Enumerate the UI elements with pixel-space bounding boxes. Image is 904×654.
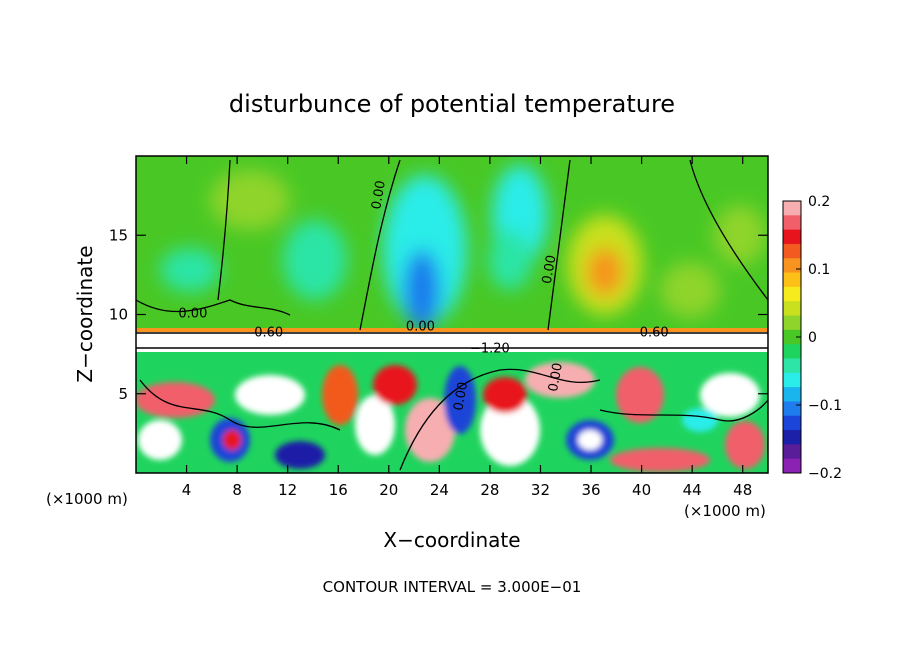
contour-label: 0.00 xyxy=(546,362,566,393)
chart-title: disturbunce of potential temperature xyxy=(229,90,675,118)
contour-line xyxy=(139,379,341,431)
colorbar-segment xyxy=(783,272,801,288)
colorbar-tick-label: −0.1 xyxy=(808,398,842,414)
contour-label: 0.60 xyxy=(254,326,283,341)
field-blob xyxy=(283,220,347,300)
contour-lines xyxy=(136,159,768,471)
colorbar: 0.2 0.1 0 −0.1 −0.2 xyxy=(782,194,842,482)
contour-label: 0.00 xyxy=(540,254,560,285)
contour-labels: 0.00 0.00 0.00 0.60 0.60 −1.20 0.00 0.00 0.00 xyxy=(178,179,668,411)
x-tick-label: 12 xyxy=(278,481,297,499)
field-blob xyxy=(660,262,720,318)
y-axis-label: Z−coordinate xyxy=(73,245,97,382)
colorbar-segment xyxy=(783,258,801,274)
colorbar-segment xyxy=(783,229,801,245)
x-tick-label: 32 xyxy=(531,481,550,499)
y-axis: 5 10 15 xyxy=(109,226,768,403)
x-unit-left: (×1000 m) xyxy=(46,490,128,508)
colorbar-segment xyxy=(783,372,801,388)
colorbar-segment xyxy=(783,387,801,402)
field-blob xyxy=(138,420,182,460)
x-tick-label: 40 xyxy=(632,481,651,499)
colorbar-tick-label: 0.1 xyxy=(808,262,830,278)
contour-line xyxy=(136,299,291,316)
x-tick-label: 16 xyxy=(329,481,348,499)
colorbar-segment xyxy=(783,329,801,345)
contour-label: 0.00 xyxy=(451,381,471,412)
field-blob xyxy=(488,230,532,290)
plot-area xyxy=(136,156,768,473)
field-blob xyxy=(700,373,760,417)
contour-label: 0.00 xyxy=(406,319,435,334)
colorbar-segment xyxy=(783,315,801,331)
field-blob xyxy=(210,170,290,230)
field-blob xyxy=(714,205,766,265)
y-tick-label: 5 xyxy=(118,385,128,403)
field-blob xyxy=(587,248,623,296)
field-blob xyxy=(404,250,440,330)
field-blob xyxy=(355,395,395,455)
tropopause-band xyxy=(136,328,768,332)
field-blob xyxy=(578,430,602,450)
field-blob xyxy=(610,448,710,472)
colorbar-segment xyxy=(783,458,801,474)
contour-label: 0.00 xyxy=(369,179,389,210)
colorbar-segment xyxy=(783,401,801,417)
contour-label: 0.60 xyxy=(640,326,669,341)
field-blob xyxy=(160,248,220,292)
contour-line xyxy=(399,368,601,471)
x-unit-right: (×1000 m) xyxy=(684,502,766,520)
contour-line xyxy=(217,159,231,301)
colorbar-tick-label: 0.2 xyxy=(808,194,830,210)
x-tick-label: 28 xyxy=(480,481,499,499)
colorbar-segment xyxy=(783,344,801,359)
x-tick-label: 44 xyxy=(683,481,702,499)
field-blob xyxy=(373,365,417,405)
contour-line xyxy=(547,159,571,331)
y-tick-label: 15 xyxy=(109,226,128,244)
contour-line xyxy=(689,159,768,301)
upper-field-blobs xyxy=(160,165,766,330)
tropopause-white-band xyxy=(136,332,768,352)
colorbar-segment xyxy=(783,444,801,460)
x-tick-label: 8 xyxy=(232,481,242,499)
x-axis-label: X−coordinate xyxy=(383,528,520,552)
x-tick-label: 20 xyxy=(379,481,398,499)
colorbar-segment xyxy=(783,301,801,317)
field-blob xyxy=(483,377,527,413)
field-blob xyxy=(275,441,325,469)
field-blob xyxy=(480,394,540,466)
field-blob xyxy=(616,367,664,423)
colorbar-segment xyxy=(783,430,801,445)
colorbar-segment xyxy=(783,215,801,231)
field-blob xyxy=(405,398,455,462)
contour-label: −1.20 xyxy=(470,342,510,357)
colorbar-segment xyxy=(783,201,801,216)
field-blob xyxy=(235,375,305,415)
x-tick-label: 48 xyxy=(733,481,752,499)
field-blob xyxy=(682,408,718,432)
field-blob xyxy=(444,366,476,434)
x-tick-label: 36 xyxy=(581,481,600,499)
colorbar-segment xyxy=(783,286,801,302)
contour-interval-footer: CONTOUR INTERVAL = 3.000E−01 xyxy=(323,578,582,596)
field-blob xyxy=(383,175,467,325)
contour-line xyxy=(359,159,401,331)
contour-label: 0.00 xyxy=(178,307,207,322)
field-blob xyxy=(725,421,765,469)
lower-field-blobs xyxy=(136,362,765,472)
contour-line xyxy=(599,399,768,422)
colorbar-segment xyxy=(783,415,801,431)
field-blob xyxy=(322,365,358,425)
x-tick-label: 4 xyxy=(182,481,192,499)
colorbar-tick-label: 0 xyxy=(808,330,817,346)
y-tick-label: 10 xyxy=(109,306,128,324)
field-blob xyxy=(223,430,241,450)
colorbar-tick-label: −0.2 xyxy=(808,466,842,482)
x-axis: 4 8 12 16 20 24 28 32 36 40 44 48 xyxy=(182,156,752,499)
colorbar-segment xyxy=(783,243,801,259)
colorbar-segment xyxy=(783,358,801,374)
x-tick-label: 24 xyxy=(430,481,449,499)
